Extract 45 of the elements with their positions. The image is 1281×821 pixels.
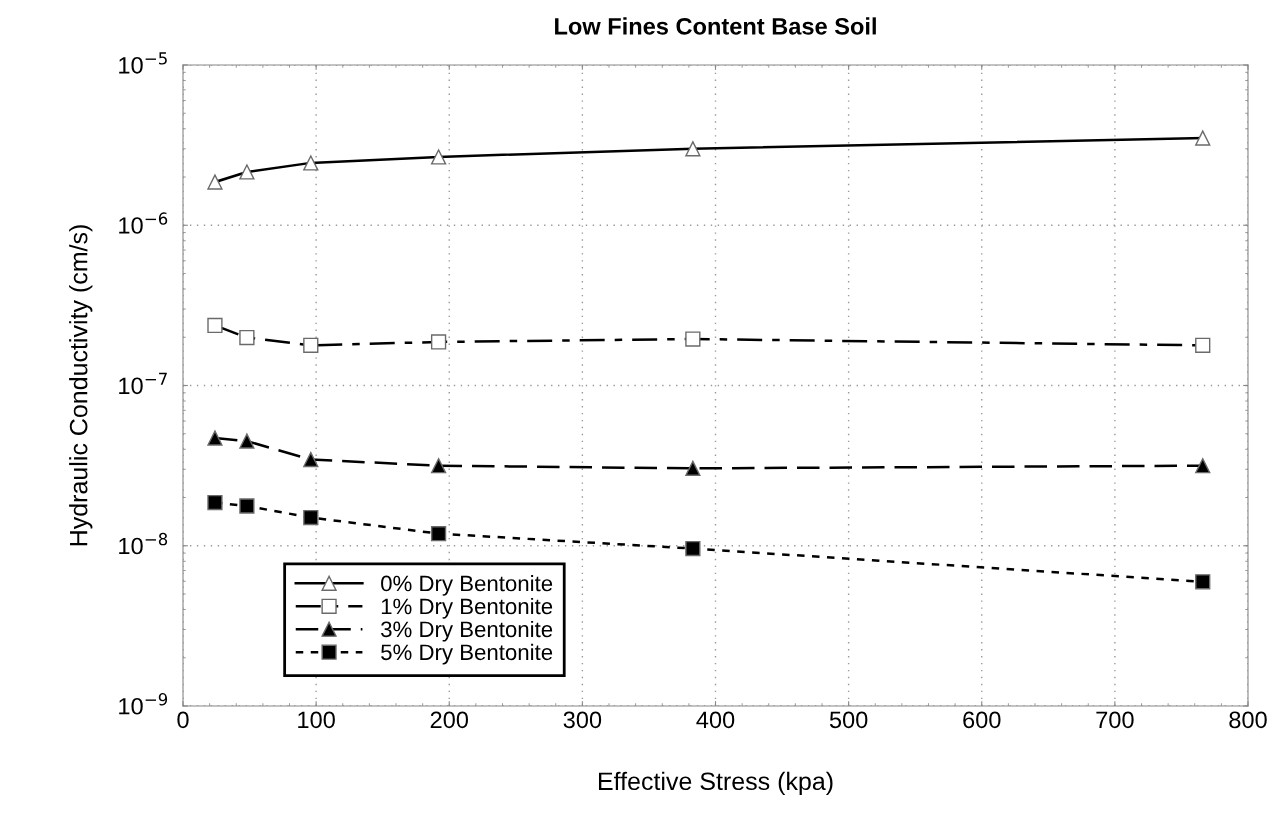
x-tick-label: 200 xyxy=(430,711,469,729)
point xyxy=(239,498,255,514)
y-tick-label: 10$^{−6}$ xyxy=(119,212,168,234)
x-tick-label: 400 xyxy=(696,711,735,729)
point xyxy=(685,460,701,477)
point xyxy=(303,155,319,171)
x-axis-title: Effective Stress (kpa) xyxy=(598,771,833,796)
x-tick-label: 100 xyxy=(298,711,335,729)
point xyxy=(430,458,447,474)
legend-label: 3% Dry Bentonite xyxy=(381,620,553,642)
point xyxy=(430,526,447,542)
legend-label: 1% Dry Bentonite xyxy=(381,597,553,619)
point xyxy=(303,451,319,468)
y-tick-label: 10$^{−7}$ xyxy=(119,372,167,395)
x-tick-label: 700 xyxy=(1096,711,1134,729)
point xyxy=(685,141,701,157)
point xyxy=(239,329,255,346)
point xyxy=(207,174,223,190)
point xyxy=(207,430,223,446)
point xyxy=(430,149,447,165)
point xyxy=(207,317,223,334)
x-tick-label: 600 xyxy=(963,711,1001,729)
x-tick-label: 800 xyxy=(1229,711,1267,729)
y-axis-title: Hydraulic Conductivity (cm/s) xyxy=(69,225,93,546)
point xyxy=(1195,458,1211,474)
point xyxy=(430,334,447,350)
x-tick-label: 500 xyxy=(829,711,868,729)
point xyxy=(685,540,701,557)
legend-label: 5% Dry Bentonite xyxy=(381,643,553,665)
y-tick-label: 10$^{−5}$ xyxy=(119,52,167,74)
x-tick-label: 0 xyxy=(177,711,189,729)
point xyxy=(303,509,319,526)
y-tick-label: 10$^{−9}$ xyxy=(119,693,168,715)
x-tick-label: 300 xyxy=(563,711,602,729)
point xyxy=(1195,337,1211,354)
chart-title: Low Fines Content Base Soil xyxy=(555,17,876,35)
legend-label: 0% Dry Bentonite xyxy=(381,575,553,596)
point xyxy=(303,337,319,354)
y-tick-label: 10$^{−8}$ xyxy=(119,532,168,555)
point xyxy=(685,331,701,347)
point xyxy=(1195,574,1211,590)
point xyxy=(1195,130,1211,146)
point xyxy=(207,494,223,511)
point xyxy=(239,164,255,180)
point xyxy=(239,433,255,449)
